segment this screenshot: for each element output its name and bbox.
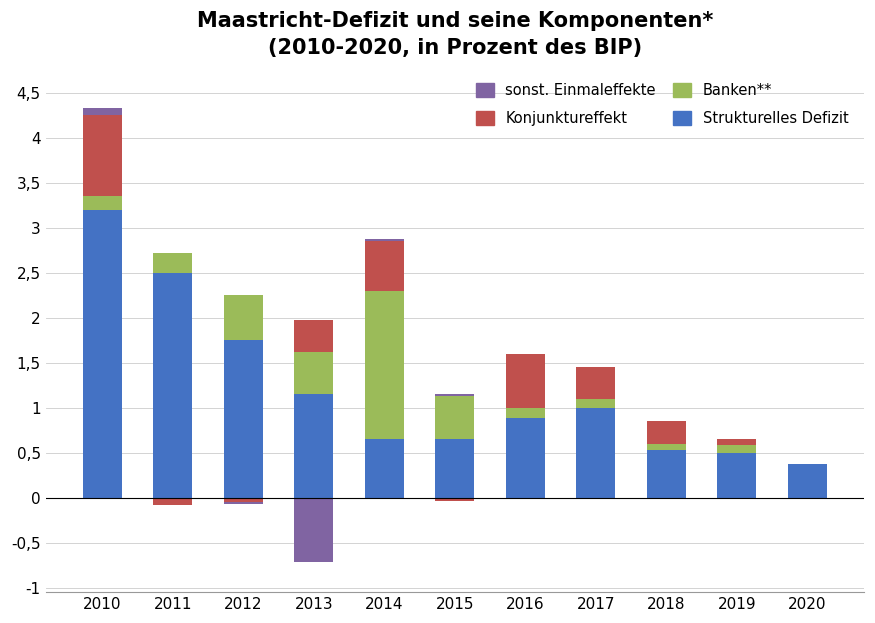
Bar [718,439,756,445]
Legend: sonst. Einmaleffekte, Konjunktureffekt, Banken**, Strukturelles Defizit: sonst. Einmaleffekte, Konjunktureffekt, … [476,83,849,126]
Bar [224,502,262,504]
Bar [224,295,262,340]
Bar [577,399,615,407]
Bar [718,445,756,452]
Bar [153,498,192,505]
Title: Maastricht-Defizit und seine Komponenten*
(2010-2020, in Prozent des BIP): Maastricht-Defizit und seine Komponenten… [197,11,713,57]
Bar [365,239,403,241]
Bar [647,421,686,444]
Bar [224,340,262,498]
Bar [365,439,403,498]
Bar [436,396,474,439]
Bar [506,354,544,407]
Bar [365,241,403,290]
Bar [83,115,122,196]
Bar [224,498,262,502]
Bar [153,253,192,273]
Bar [577,407,615,498]
Bar [718,452,756,498]
Bar [647,444,686,450]
Bar [294,498,333,563]
Bar [788,464,827,498]
Bar [506,419,544,498]
Bar [365,290,403,439]
Bar [83,196,122,209]
Bar [83,209,122,498]
Bar [436,498,474,501]
Bar [294,320,333,352]
Bar [436,439,474,498]
Bar [83,108,122,115]
Bar [153,273,192,498]
Bar [506,407,544,419]
Bar [294,352,333,394]
Bar [436,394,474,396]
Bar [294,394,333,498]
Bar [577,367,615,399]
Bar [647,450,686,498]
